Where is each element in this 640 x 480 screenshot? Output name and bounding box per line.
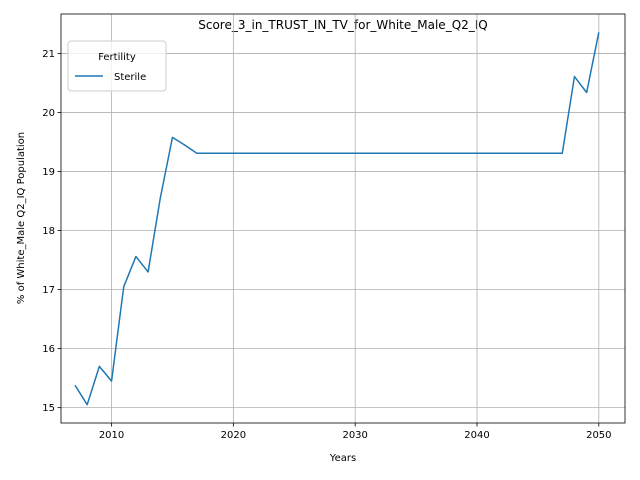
series-line-sterile [74, 32, 600, 406]
chart-title: Score_3_in_TRUST_IN_TV_for_White_Male_Q2… [198, 18, 488, 32]
x-axis-label: Years [329, 453, 356, 464]
x-tick-label: 2020 [221, 430, 246, 441]
legend-label-sterile: Sterile [114, 72, 146, 83]
y-axis: 15 16 17 18 19 20 21 [42, 49, 61, 414]
y-tick-label: 18 [42, 226, 55, 237]
y-tick-label: 19 [42, 167, 55, 178]
y-axis-label: % of White_Male Q2_IQ Population [16, 132, 27, 304]
legend: Fertility Sterile [67, 40, 167, 92]
x-tick-label: 2030 [342, 430, 367, 441]
x-axis: 2010 2020 2030 2040 2050 [99, 423, 612, 441]
legend-box [67, 40, 167, 92]
x-tick-label: 2010 [99, 430, 124, 441]
y-tick-label: 17 [42, 285, 55, 296]
plot-area [74, 32, 600, 406]
y-tick-label: 16 [42, 344, 55, 355]
y-tick-label: 15 [42, 403, 55, 414]
plot-frame [60, 13, 626, 424]
x-tick-label: 2050 [586, 430, 611, 441]
y-tick-label: 21 [42, 49, 55, 60]
legend-title: Fertility [98, 52, 136, 63]
x-tick-label: 2040 [464, 430, 489, 441]
y-tick-label: 20 [42, 108, 55, 119]
